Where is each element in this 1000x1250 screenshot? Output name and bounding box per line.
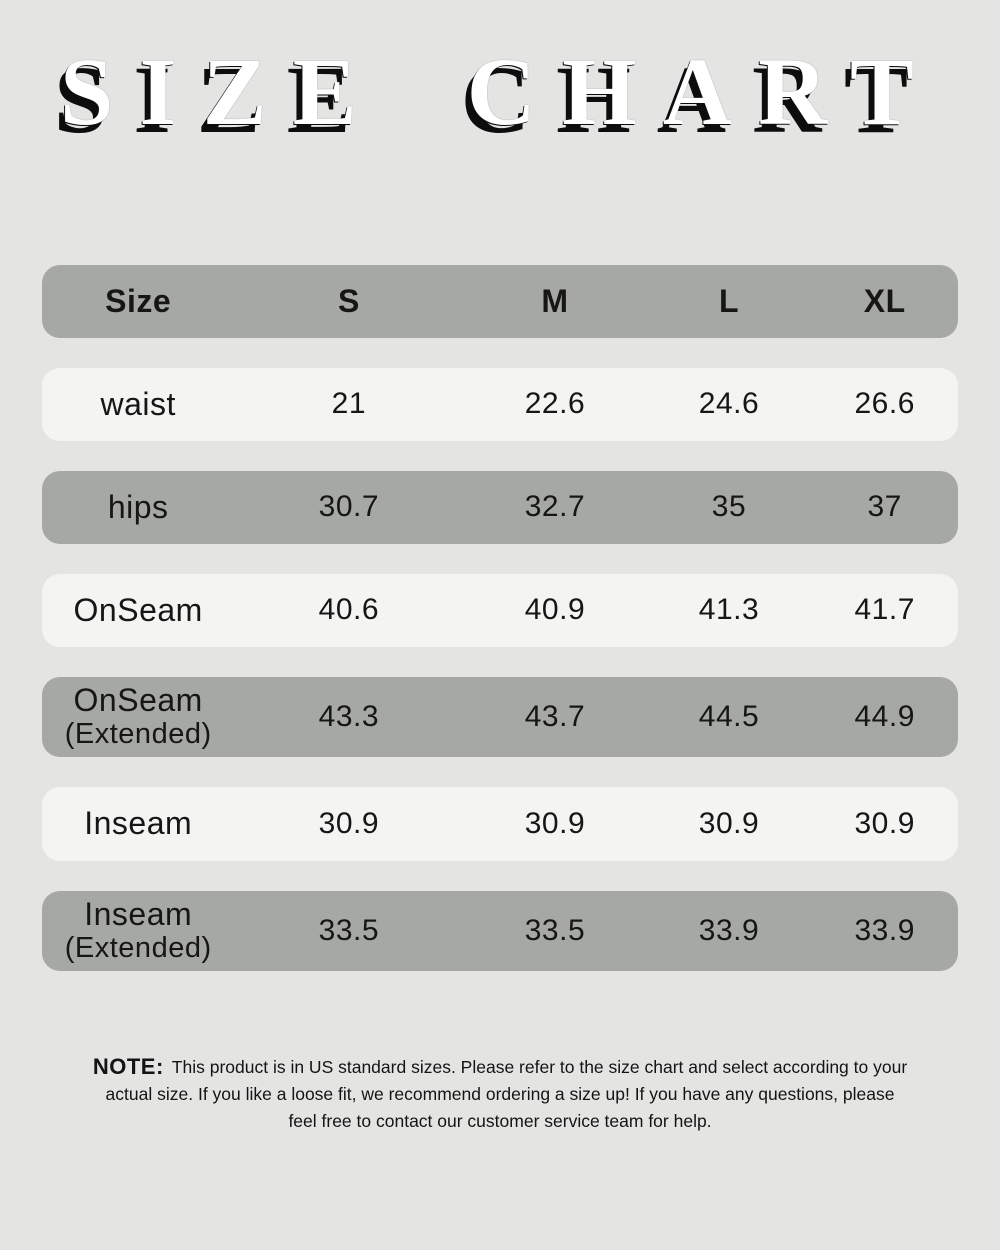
cell-value: 33.5: [318, 913, 380, 947]
cell-value: 43.3: [318, 699, 380, 733]
row-label: OnSeam (Extended): [42, 681, 234, 752]
cell-value: 24.6: [698, 387, 760, 421]
cell-value: 40.6: [318, 593, 380, 627]
note-line-1: NOTE: This product is in US standard size…: [80, 1053, 920, 1081]
cell-value: 21: [331, 387, 367, 421]
table-row-onseam: OnSeam 40.6 40.9 41.3 41.7: [42, 573, 958, 647]
cell-value: 22.6: [524, 387, 586, 421]
row-label: Inseam (Extended): [42, 895, 234, 966]
cell-value: 30.9: [318, 806, 380, 840]
row-label: waist: [100, 385, 176, 422]
table-row-inseam: Inseam 30.9 30.9 30.9 30.9: [42, 786, 958, 861]
page-title: SIZE CHART: [59, 38, 941, 145]
cell-value: 43.7: [524, 699, 586, 733]
table-row-hips: hips 30.7 32.7 35 37: [42, 470, 958, 544]
column-header-l: L: [718, 282, 739, 319]
cell-value: 33.5: [524, 913, 586, 947]
cell-value: 44.9: [854, 699, 915, 733]
row-label-line1: Inseam: [84, 895, 193, 932]
cell-value: 30.7: [318, 490, 380, 524]
column-header-s: S: [337, 282, 360, 319]
cell-value: 30.9: [854, 806, 915, 840]
row-label-line2: (Extended): [64, 717, 212, 750]
note-text-1: This product is in US standard sizes. Pl…: [171, 1056, 908, 1077]
cell-value: 30.9: [698, 806, 760, 840]
cell-value: 37: [867, 490, 902, 524]
note-line-2: actual size. If you like a loose fit, we…: [105, 1083, 895, 1104]
cell-value: 44.5: [698, 699, 760, 733]
cell-value: 30.9: [524, 806, 586, 840]
row-label-line2: (Extended): [64, 931, 212, 964]
row-label: hips: [107, 488, 169, 525]
table-header-row: Size S M L XL: [42, 264, 958, 338]
table-row-onseam-extended: OnSeam (Extended) 43.3 43.7 44.5 44.9: [42, 676, 958, 757]
row-label-line1: OnSeam: [73, 681, 203, 718]
table-row-inseam-extended: Inseam (Extended) 33.5 33.5 33.9 33.9: [42, 890, 958, 971]
note-label: NOTE:: [92, 1053, 164, 1079]
cell-value: 35: [711, 490, 747, 524]
row-label: OnSeam: [73, 591, 203, 628]
cell-value: 40.9: [524, 593, 586, 627]
column-header-size: Size: [105, 282, 172, 319]
cell-value: 33.9: [854, 913, 915, 947]
cell-value: 33.9: [698, 913, 760, 947]
column-header-m: M: [541, 282, 569, 319]
cell-value: 32.7: [524, 490, 586, 524]
table-row-waist: waist 21 22.6 24.6 26.6: [42, 367, 958, 441]
note-line-3: feel free to contact our customer servic…: [288, 1110, 712, 1131]
cell-value: 41.3: [698, 593, 760, 627]
cell-value: 26.6: [854, 387, 915, 421]
row-label: Inseam: [84, 805, 193, 842]
cell-value: 41.7: [854, 593, 915, 627]
size-table: Size S M L XL waist 21 22.6 24.6 26.6 hi…: [42, 264, 958, 971]
column-header-xl: XL: [863, 282, 906, 319]
note-section: NOTE: This product is in US standard size…: [80, 1053, 920, 1135]
